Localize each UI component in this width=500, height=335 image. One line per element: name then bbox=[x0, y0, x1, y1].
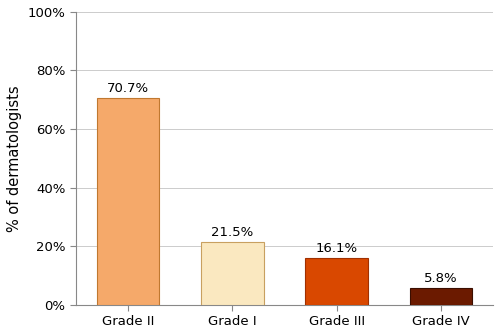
Text: 5.8%: 5.8% bbox=[424, 272, 458, 285]
Bar bbox=[201, 242, 264, 305]
Bar bbox=[410, 288, 472, 305]
Bar bbox=[96, 98, 159, 305]
Text: 16.1%: 16.1% bbox=[316, 242, 358, 255]
Bar bbox=[306, 258, 368, 305]
Text: 70.7%: 70.7% bbox=[107, 82, 149, 95]
Y-axis label: % of dermatologists: % of dermatologists bbox=[7, 85, 22, 231]
Text: 21.5%: 21.5% bbox=[211, 226, 254, 239]
